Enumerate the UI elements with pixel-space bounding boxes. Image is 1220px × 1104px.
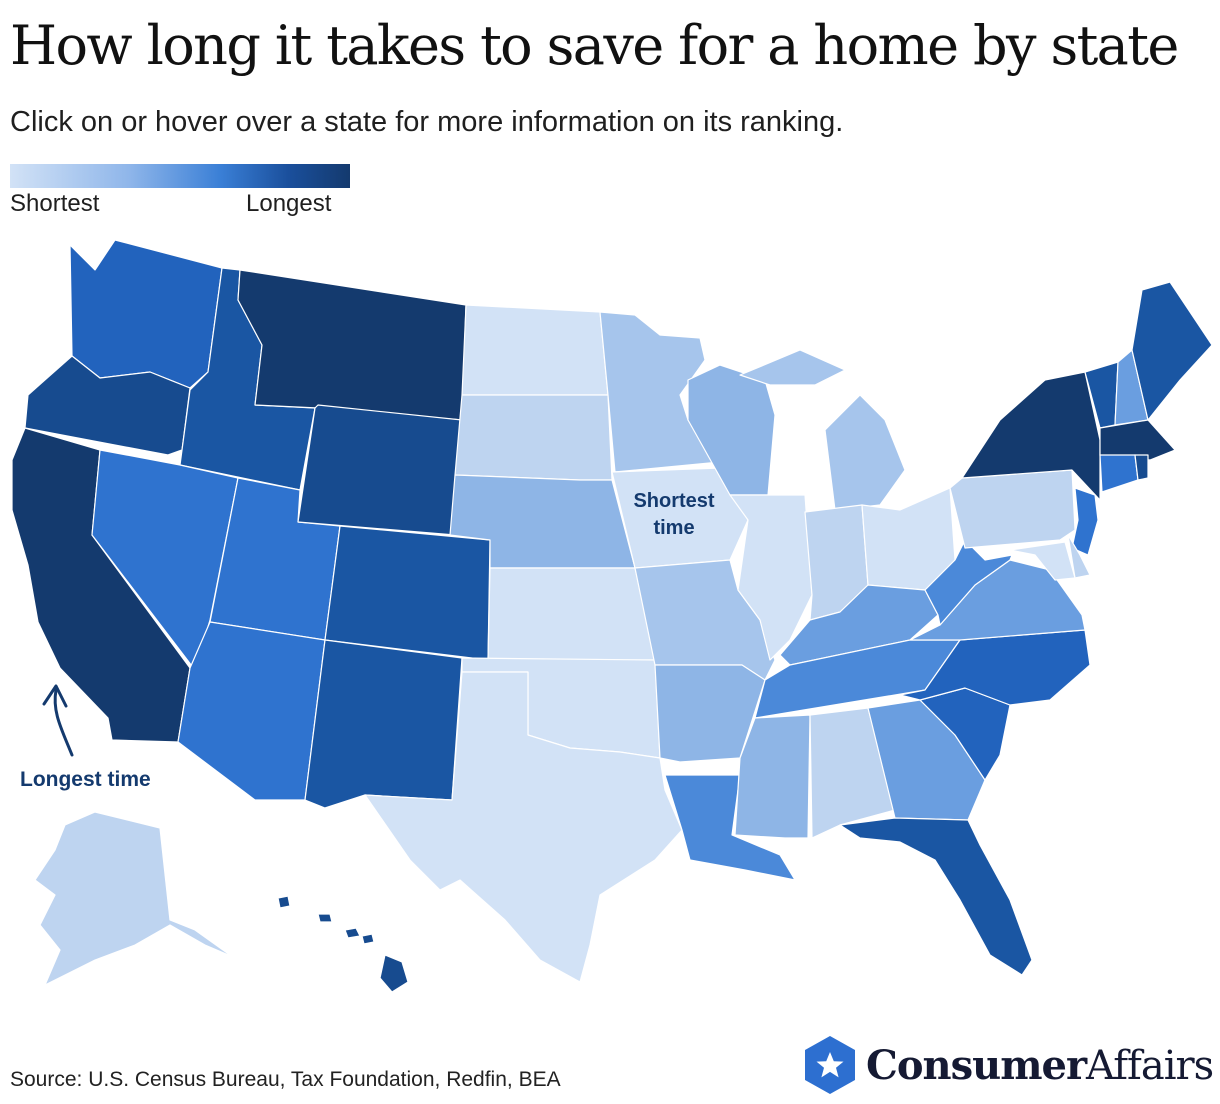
state-co[interactable]: [324, 525, 491, 661]
state-ri[interactable]: [1134, 454, 1149, 481]
legend-high-label: Longest: [246, 190, 332, 217]
state-wv[interactable]: [924, 539, 1013, 626]
state-ia[interactable]: [611, 467, 749, 569]
state-me[interactable]: [1131, 281, 1213, 421]
state-nm[interactable]: [304, 639, 463, 809]
chart-title: How long it takes to save for a home by …: [10, 14, 1179, 77]
state-wi[interactable]: [687, 364, 776, 496]
brand-logo: ConsumerAffairs: [802, 1034, 1214, 1096]
state-pa[interactable]: [949, 469, 1076, 549]
legend-low-label: Shortest: [10, 190, 100, 217]
state-ny[interactable]: [961, 371, 1101, 501]
shortest-annotation-line2: time: [653, 517, 694, 539]
star-hexagon-icon: [805, 1036, 855, 1094]
longest-annotation: Longest time: [20, 768, 151, 791]
state-mn[interactable]: [599, 311, 721, 473]
brand-wordmark: ConsumerAffairs: [866, 1042, 1214, 1089]
legend-gradient-rect: [10, 164, 350, 188]
state-fl[interactable]: [839, 817, 1033, 976]
brand-name-part2: Affairs: [1086, 1043, 1214, 1089]
state-al[interactable]: [809, 707, 896, 839]
state-nd[interactable]: [461, 304, 609, 396]
shortest-annotation-line1: Shortest: [633, 490, 714, 512]
state-wa[interactable]: [69, 239, 223, 389]
state-sd[interactable]: [454, 394, 613, 481]
brand-name-part1: Consumer: [866, 1042, 1087, 1089]
state-md[interactable]: [1009, 541, 1076, 581]
state-hi[interactable]: [277, 895, 409, 993]
arrow-up-icon: [42, 684, 74, 757]
state-tx[interactable]: [364, 671, 683, 983]
chart-subtitle: Click on or hover over a state for more …: [10, 106, 844, 138]
state-ak[interactable]: [34, 811, 246, 986]
state-az[interactable]: [177, 621, 326, 801]
state-ct[interactable]: [1099, 454, 1139, 493]
state-wy[interactable]: [297, 404, 463, 536]
state-nc[interactable]: [899, 629, 1091, 706]
state-ks[interactable]: [487, 567, 656, 661]
state-ma[interactable]: [1099, 419, 1176, 461]
state-mt[interactable]: [237, 269, 467, 421]
state-nj[interactable]: [1071, 487, 1099, 556]
legend-gradient-bar: [10, 164, 350, 188]
state-de[interactable]: [1067, 534, 1091, 579]
source-note: Source: U.S. Census Bureau, Tax Foundati…: [10, 1068, 561, 1091]
